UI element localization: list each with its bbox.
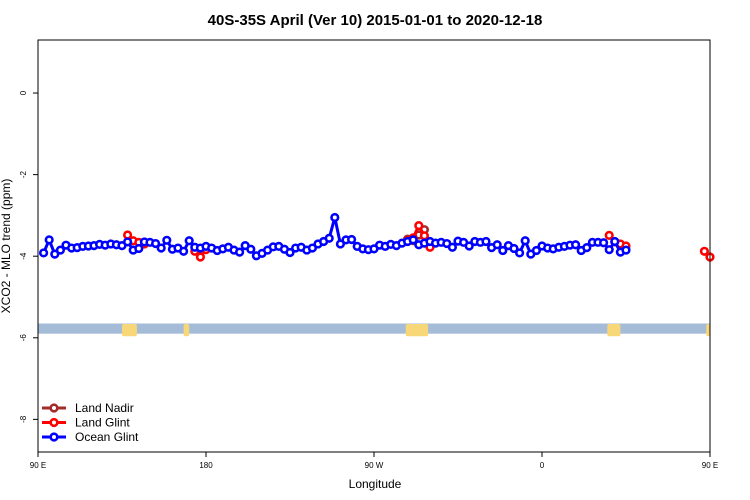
legend-label: Ocean Glint — [75, 430, 139, 444]
series-ocean-glint — [38, 212, 631, 261]
data-point — [195, 252, 205, 262]
data-point — [162, 235, 172, 245]
data-point — [122, 237, 133, 247]
data-point — [531, 245, 542, 256]
data-point — [156, 243, 166, 253]
data-point — [179, 246, 189, 256]
data-point — [324, 233, 334, 243]
y-axis-label: XCO2 - MLO trend (ppm) — [0, 179, 13, 314]
data-point — [347, 234, 357, 245]
x-axis-label: Longitude — [349, 477, 402, 491]
map-strip — [38, 323, 710, 337]
data-point — [330, 212, 340, 223]
y-tick-label: 0 — [19, 90, 28, 95]
data-point — [414, 221, 424, 231]
data-point — [151, 238, 161, 249]
legend-marker — [49, 403, 59, 413]
data-point — [699, 246, 710, 256]
x-tick-label: 90 W — [365, 461, 384, 470]
land-patch — [183, 324, 190, 337]
data-point — [55, 245, 66, 255]
data-point — [122, 230, 133, 240]
data-point — [285, 247, 295, 258]
data-point — [38, 248, 49, 258]
data-point — [464, 241, 474, 251]
data-point — [419, 231, 430, 241]
legend-marker — [49, 432, 59, 442]
data-point — [492, 240, 502, 250]
legend-marker — [49, 417, 59, 428]
ocean-band — [38, 323, 710, 334]
x-tick-label: 180 — [199, 461, 213, 470]
data-point — [582, 243, 592, 253]
data-point — [246, 244, 256, 254]
land-patch — [706, 324, 710, 337]
data-point — [621, 245, 631, 255]
y-tick-label: -8 — [19, 415, 28, 423]
data-point — [604, 245, 614, 255]
data-point — [481, 236, 491, 247]
data-point — [44, 235, 54, 245]
land-patch — [405, 324, 429, 337]
y-axis: 0 -2 -4 -6 -8 — [19, 90, 38, 423]
x-tick-label: 90 E — [702, 461, 718, 470]
x-axis: 90 E 180 90 W 0 90 E — [30, 452, 718, 470]
y-tick-label: -2 — [19, 171, 28, 179]
data-point — [335, 239, 346, 249]
data-point — [570, 240, 581, 250]
y-tick-label: -4 — [19, 252, 28, 260]
land-patch — [607, 324, 621, 337]
plot-series — [38, 212, 715, 262]
data-point — [498, 245, 508, 256]
y-tick-label: -6 — [19, 334, 28, 342]
x-tick-label: 90 E — [30, 461, 46, 470]
data-point — [447, 242, 458, 252]
legend-label: Land Nadir — [75, 401, 134, 415]
data-point — [514, 248, 525, 258]
legend-label: Land Glint — [75, 416, 130, 430]
data-point — [408, 235, 418, 245]
data-point — [598, 238, 609, 248]
data-point — [604, 230, 614, 240]
land-patch — [122, 324, 137, 337]
data-point — [307, 243, 318, 253]
data-point — [610, 236, 620, 247]
data-point — [184, 236, 194, 246]
data-point — [520, 236, 530, 246]
data-point — [134, 243, 144, 254]
x-tick-label: 0 — [540, 461, 545, 470]
data-point — [235, 247, 245, 257]
data-point — [509, 243, 519, 254]
data-point — [50, 249, 60, 259]
chart-title: 40S-35S April (Ver 10) 2015-01-01 to 202… — [208, 12, 543, 29]
